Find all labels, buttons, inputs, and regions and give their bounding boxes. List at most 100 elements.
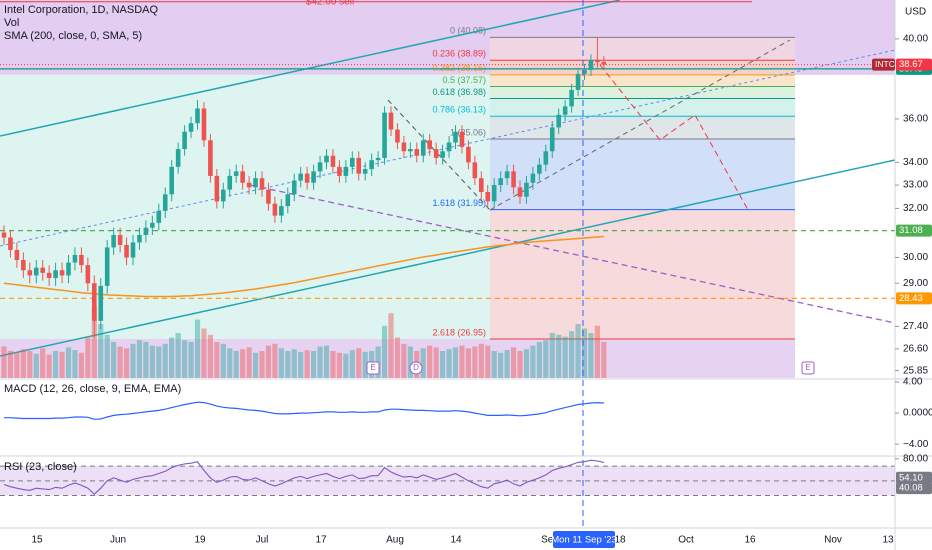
x-tick-label: 18 (614, 535, 626, 546)
volume-bar (7, 351, 14, 378)
volume-bar (214, 342, 220, 378)
fib-label: 0.618 (36.98) (432, 87, 486, 97)
volume-bar (452, 347, 459, 378)
marks: $42.00 sell (0, 0, 895, 497)
candle-body (195, 108, 200, 124)
volume-bar (111, 342, 117, 378)
volume-bar (362, 351, 368, 378)
candle-body (156, 210, 162, 223)
x-tick-label: 19 (194, 535, 206, 546)
volume-bar (104, 334, 110, 378)
volume-bar (556, 334, 562, 378)
volume-bar (336, 352, 342, 378)
fib-label: 0.382 (38.15) (432, 63, 486, 73)
candle-body (324, 155, 329, 163)
candle-body (575, 73, 581, 90)
x-tick-label: 13 (882, 535, 894, 546)
event-icon (409, 361, 423, 375)
candle-body (285, 194, 291, 207)
candle-body (162, 194, 168, 211)
volume-bar (175, 333, 181, 378)
y-tick-label: 36.00 (903, 114, 928, 125)
volume-bar (485, 345, 491, 378)
volume-bar (407, 346, 413, 378)
volume-bar (169, 337, 175, 378)
candle-body (150, 222, 155, 228)
candle-body (375, 157, 381, 161)
channel-upper (0, 0, 621, 137)
volume-bar (317, 346, 323, 378)
candle-body (543, 151, 549, 165)
volume-bar (491, 351, 497, 378)
order-label: $42.00 sell (306, 0, 354, 7)
volume-bar (562, 336, 568, 378)
volume-bar (343, 353, 349, 378)
volume-bar (504, 350, 510, 378)
event-icon (366, 361, 380, 375)
candle-body (517, 187, 523, 197)
volume-bar (330, 351, 336, 378)
volume-bar (446, 349, 452, 378)
rsi-label: RSI (23, close) (4, 461, 77, 473)
volume-bar (420, 348, 426, 378)
candle-body (369, 160, 374, 170)
volume-bar (356, 348, 362, 378)
candle-body (388, 112, 394, 130)
fib-zone (490, 139, 795, 210)
volume-bar (569, 331, 575, 378)
volume-bar (59, 351, 65, 378)
candle-body (27, 270, 33, 276)
candle-body (330, 155, 336, 167)
y-tick-label: 34.00 (903, 157, 928, 168)
candle-body (582, 69, 587, 74)
volume-bar (78, 352, 84, 378)
sma-line (3, 235, 604, 298)
candle-body (524, 182, 529, 197)
candle-body (40, 267, 45, 273)
candle-body (182, 131, 187, 150)
fib-label: 0.236 (38.89) (432, 49, 486, 59)
rsi-band (0, 466, 895, 496)
volume-bar (381, 325, 388, 378)
fib-label: 0 (40.08) (450, 26, 486, 36)
volume-bar (188, 342, 194, 378)
volume-bar (543, 340, 549, 378)
candle-body (72, 254, 78, 263)
volume-bar (401, 343, 407, 378)
volume-bar (40, 348, 46, 378)
candle-body (427, 140, 432, 150)
candle-body (420, 140, 426, 156)
candle-body (382, 112, 387, 158)
volume-bar (98, 324, 104, 378)
volume-bar (601, 342, 607, 378)
volume-bar (201, 328, 207, 378)
y-tick-label: 29.00 (903, 278, 928, 289)
price-tag (896, 224, 932, 237)
axes: 40.00 36.00 34.00 33.00 32.00 30.00 29.00 27.40… (31, 34, 932, 548)
swing-line (387, 99, 491, 211)
volume-bar (162, 343, 168, 378)
x-tick-label: Aug (386, 535, 404, 546)
volume-bar (433, 347, 439, 378)
candle-body (362, 169, 368, 174)
volume-bar (130, 343, 136, 378)
fib-zone (490, 209, 795, 339)
candle-body (8, 237, 13, 250)
candle-body (272, 203, 278, 216)
volume-bar (194, 319, 201, 378)
macd-tick-label: −4.00 (903, 439, 929, 450)
volume-bar (575, 324, 581, 378)
candle-body (66, 262, 71, 276)
candle-body (433, 149, 439, 158)
candle-body (511, 171, 516, 188)
price-tag (896, 58, 932, 71)
candle-body (266, 189, 271, 204)
volume-bar (427, 345, 433, 378)
x-tick-label: 16 (744, 535, 756, 546)
macd-tick-label: 0.0000 (903, 408, 932, 419)
y-tick-label: 40.00 (903, 34, 928, 45)
volume-bar (123, 348, 130, 378)
volume-bar (53, 351, 59, 378)
volume-bar (510, 347, 517, 378)
